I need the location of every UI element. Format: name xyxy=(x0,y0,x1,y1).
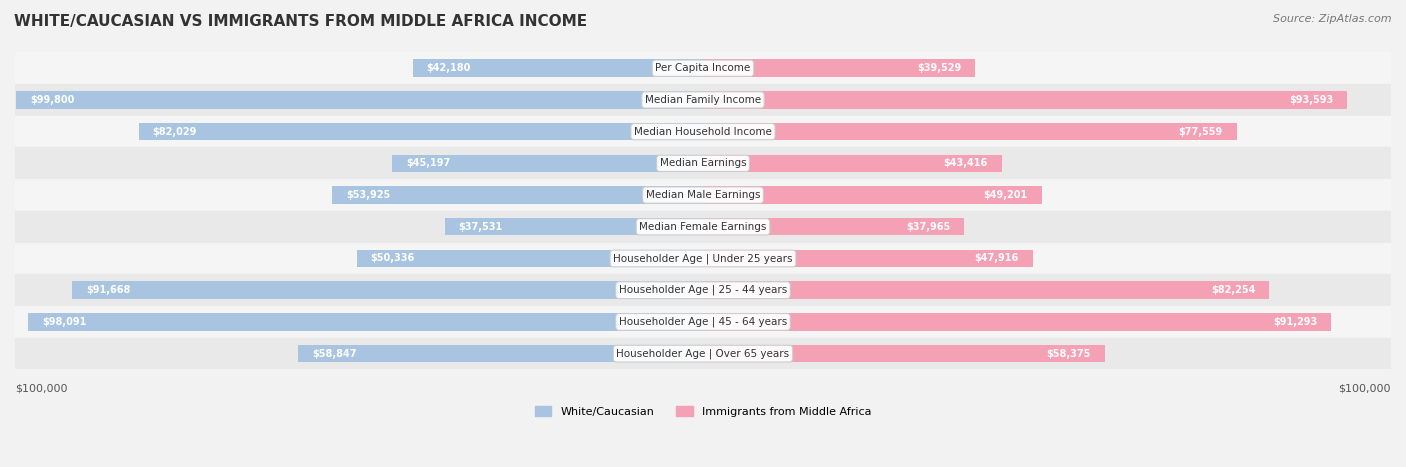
Bar xyxy=(15,179,1391,211)
Bar xyxy=(17,91,703,109)
Text: $82,029: $82,029 xyxy=(152,127,197,137)
Text: $98,091: $98,091 xyxy=(42,317,86,327)
Bar xyxy=(15,243,1391,274)
Text: Median Household Income: Median Household Income xyxy=(634,127,772,137)
Bar xyxy=(703,123,1237,141)
Bar xyxy=(139,123,703,141)
Text: $45,197: $45,197 xyxy=(406,158,450,168)
Bar xyxy=(15,306,1391,338)
Bar xyxy=(413,59,703,77)
Text: $37,531: $37,531 xyxy=(458,222,503,232)
Bar xyxy=(15,338,1391,369)
Legend: White/Caucasian, Immigrants from Middle Africa: White/Caucasian, Immigrants from Middle … xyxy=(530,401,876,421)
Text: $43,416: $43,416 xyxy=(943,158,988,168)
Text: Householder Age | 45 - 64 years: Householder Age | 45 - 64 years xyxy=(619,317,787,327)
Text: Householder Age | Under 25 years: Householder Age | Under 25 years xyxy=(613,253,793,264)
Text: $99,800: $99,800 xyxy=(30,95,75,105)
Text: $100,000: $100,000 xyxy=(1339,383,1391,394)
Bar xyxy=(72,282,703,299)
Bar xyxy=(28,313,703,331)
Bar xyxy=(703,59,974,77)
Text: Median Earnings: Median Earnings xyxy=(659,158,747,168)
Text: $37,965: $37,965 xyxy=(907,222,950,232)
Text: Median Female Earnings: Median Female Earnings xyxy=(640,222,766,232)
Bar xyxy=(15,148,1391,179)
Text: WHITE/CAUCASIAN VS IMMIGRANTS FROM MIDDLE AFRICA INCOME: WHITE/CAUCASIAN VS IMMIGRANTS FROM MIDDL… xyxy=(14,14,588,29)
Bar xyxy=(703,186,1042,204)
Bar xyxy=(703,155,1001,172)
Text: Householder Age | Over 65 years: Householder Age | Over 65 years xyxy=(616,348,790,359)
Text: $53,925: $53,925 xyxy=(346,190,389,200)
Bar xyxy=(357,250,703,267)
Text: $47,916: $47,916 xyxy=(974,254,1019,263)
Bar xyxy=(703,91,1347,109)
Bar xyxy=(703,313,1331,331)
Text: $58,375: $58,375 xyxy=(1046,349,1091,359)
Bar xyxy=(703,218,965,235)
Text: $82,254: $82,254 xyxy=(1211,285,1256,295)
Bar xyxy=(703,345,1105,362)
Text: $50,336: $50,336 xyxy=(370,254,415,263)
Text: $58,847: $58,847 xyxy=(312,349,356,359)
Text: Median Family Income: Median Family Income xyxy=(645,95,761,105)
Text: Householder Age | 25 - 44 years: Householder Age | 25 - 44 years xyxy=(619,285,787,296)
Bar xyxy=(332,186,703,204)
Text: $91,668: $91,668 xyxy=(86,285,131,295)
Text: $93,593: $93,593 xyxy=(1289,95,1333,105)
Text: $77,559: $77,559 xyxy=(1178,127,1223,137)
Text: $42,180: $42,180 xyxy=(426,63,471,73)
Text: $39,529: $39,529 xyxy=(917,63,962,73)
Bar xyxy=(444,218,703,235)
Bar xyxy=(392,155,703,172)
Text: Median Male Earnings: Median Male Earnings xyxy=(645,190,761,200)
Text: Per Capita Income: Per Capita Income xyxy=(655,63,751,73)
Bar xyxy=(298,345,703,362)
Text: Source: ZipAtlas.com: Source: ZipAtlas.com xyxy=(1274,14,1392,24)
Bar xyxy=(703,250,1032,267)
Text: $91,293: $91,293 xyxy=(1272,317,1317,327)
Bar xyxy=(15,211,1391,243)
Bar xyxy=(15,52,1391,84)
Bar xyxy=(15,84,1391,116)
Bar xyxy=(15,116,1391,148)
Text: $100,000: $100,000 xyxy=(15,383,67,394)
Bar xyxy=(15,274,1391,306)
Text: $49,201: $49,201 xyxy=(983,190,1028,200)
Bar xyxy=(703,282,1268,299)
